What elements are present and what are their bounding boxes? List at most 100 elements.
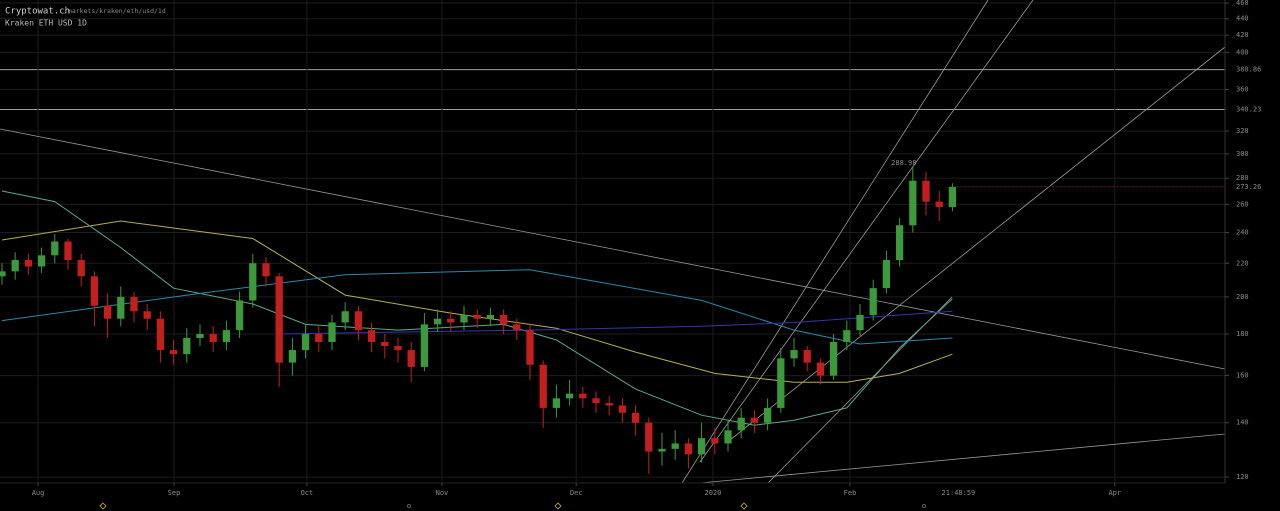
moving-average: [1, 190, 953, 426]
candle-body: [367, 330, 376, 342]
x-tick-label: 2020: [705, 489, 722, 497]
candle-body: [381, 341, 389, 346]
candle-body: [288, 350, 297, 363]
candle-body: [11, 260, 19, 272]
high-label: 288.98: [891, 159, 916, 167]
candle-body: [777, 358, 785, 408]
candle-body: [592, 398, 600, 404]
event-marker: [407, 504, 411, 508]
candle-body: [658, 448, 666, 452]
candle-body: [737, 417, 745, 431]
candle-body: [249, 263, 257, 301]
candle-body: [117, 296, 125, 319]
trendline: [699, 433, 1226, 484]
y-tick-label: 280: [1236, 174, 1249, 182]
candle-body: [684, 443, 693, 455]
candle-body: [77, 260, 85, 277]
time-label: 21:48:59: [942, 489, 976, 497]
candle-body: [499, 314, 508, 325]
x-tick-label: Dec: [570, 489, 583, 497]
x-tick-label: Oct: [301, 489, 314, 497]
candle-body: [222, 330, 231, 342]
overlays: [1, 190, 953, 426]
candle-body: [935, 201, 943, 208]
event-marker: [554, 502, 562, 510]
price-line-label: 340.23: [1236, 105, 1261, 113]
candle-body: [473, 314, 481, 319]
event-markers: [99, 502, 926, 510]
candle-body: [645, 422, 653, 452]
candle-body: [909, 180, 917, 226]
candle-body: [816, 362, 825, 376]
event-marker: [99, 502, 107, 510]
candles: [0, 167, 957, 475]
candle-body: [763, 407, 772, 423]
trendline: [681, 0, 989, 484]
candle-body: [882, 260, 891, 289]
candle-body: [579, 393, 587, 399]
y-tick-label: 240: [1236, 229, 1249, 237]
axis: 120 140 160 180 200 220 240 260 280 300 320 360 400 4…: [32, 0, 1280, 499]
candle-body: [539, 364, 547, 408]
time-label-box: [936, 487, 981, 499]
market-path: /markets/kraken/eth/usd/1d: [64, 7, 166, 15]
trendline: [0, 128, 1226, 370]
y-tick-label: 360: [1236, 86, 1249, 94]
x-tick-label: Aug: [32, 489, 45, 497]
candle-body: [790, 350, 798, 359]
candle-body: [856, 314, 864, 331]
candle-body: [183, 337, 191, 355]
trendline: [729, 46, 1226, 441]
candle-body: [948, 186, 957, 208]
trendline: [699, 0, 1034, 463]
candle-body: [262, 263, 270, 277]
candle-body: [869, 288, 877, 315]
y-tick-label: 400: [1236, 48, 1249, 56]
candle-body: [328, 322, 336, 342]
candle-body: [750, 417, 759, 423]
y-tick-label: 320: [1236, 127, 1249, 135]
price-line-label: 380.86: [1236, 66, 1261, 74]
event-marker: [922, 504, 926, 508]
candle-body: [235, 300, 244, 331]
candle-body: [843, 330, 851, 342]
candle-body: [565, 393, 574, 399]
candle-body: [526, 330, 534, 365]
y-tick-label: 140: [1236, 419, 1249, 427]
candle-body: [803, 350, 811, 363]
moving-average: [1, 220, 953, 383]
candle-body: [724, 430, 732, 444]
x-tick-label: Nov: [436, 489, 449, 497]
candle-body: [301, 334, 310, 351]
candle-body: [169, 350, 178, 355]
candle-body: [618, 405, 627, 413]
candle-body: [90, 276, 99, 306]
y-tick-label: 160: [1236, 372, 1249, 380]
x-tick-label: Feb: [844, 489, 857, 497]
y-tick-label: 460: [1236, 0, 1249, 7]
candle-body: [513, 324, 521, 331]
candle-body: [420, 324, 429, 367]
candle-body: [433, 318, 442, 325]
candle-body: [394, 345, 402, 351]
candle-body: [447, 318, 455, 323]
candle-body: [605, 403, 613, 406]
y-tick-label: 260: [1236, 200, 1249, 208]
x-tick-label: Apr: [1108, 489, 1121, 497]
last-price-box: [1226, 181, 1280, 192]
y-tick-label: 180: [1236, 330, 1249, 338]
moving-average: [279, 310, 953, 335]
candle-body: [130, 296, 138, 312]
candle-body: [24, 260, 33, 267]
candle-body: [315, 334, 323, 342]
candle-body: [697, 438, 706, 455]
site-name: Cryptowat.ch: [5, 7, 70, 17]
candle-body: [711, 438, 719, 444]
candle-body: [37, 255, 46, 267]
y-tick-label: 200: [1236, 293, 1249, 301]
candle-body: [209, 334, 217, 342]
candle-body: [922, 180, 930, 202]
candle-body: [460, 314, 468, 323]
